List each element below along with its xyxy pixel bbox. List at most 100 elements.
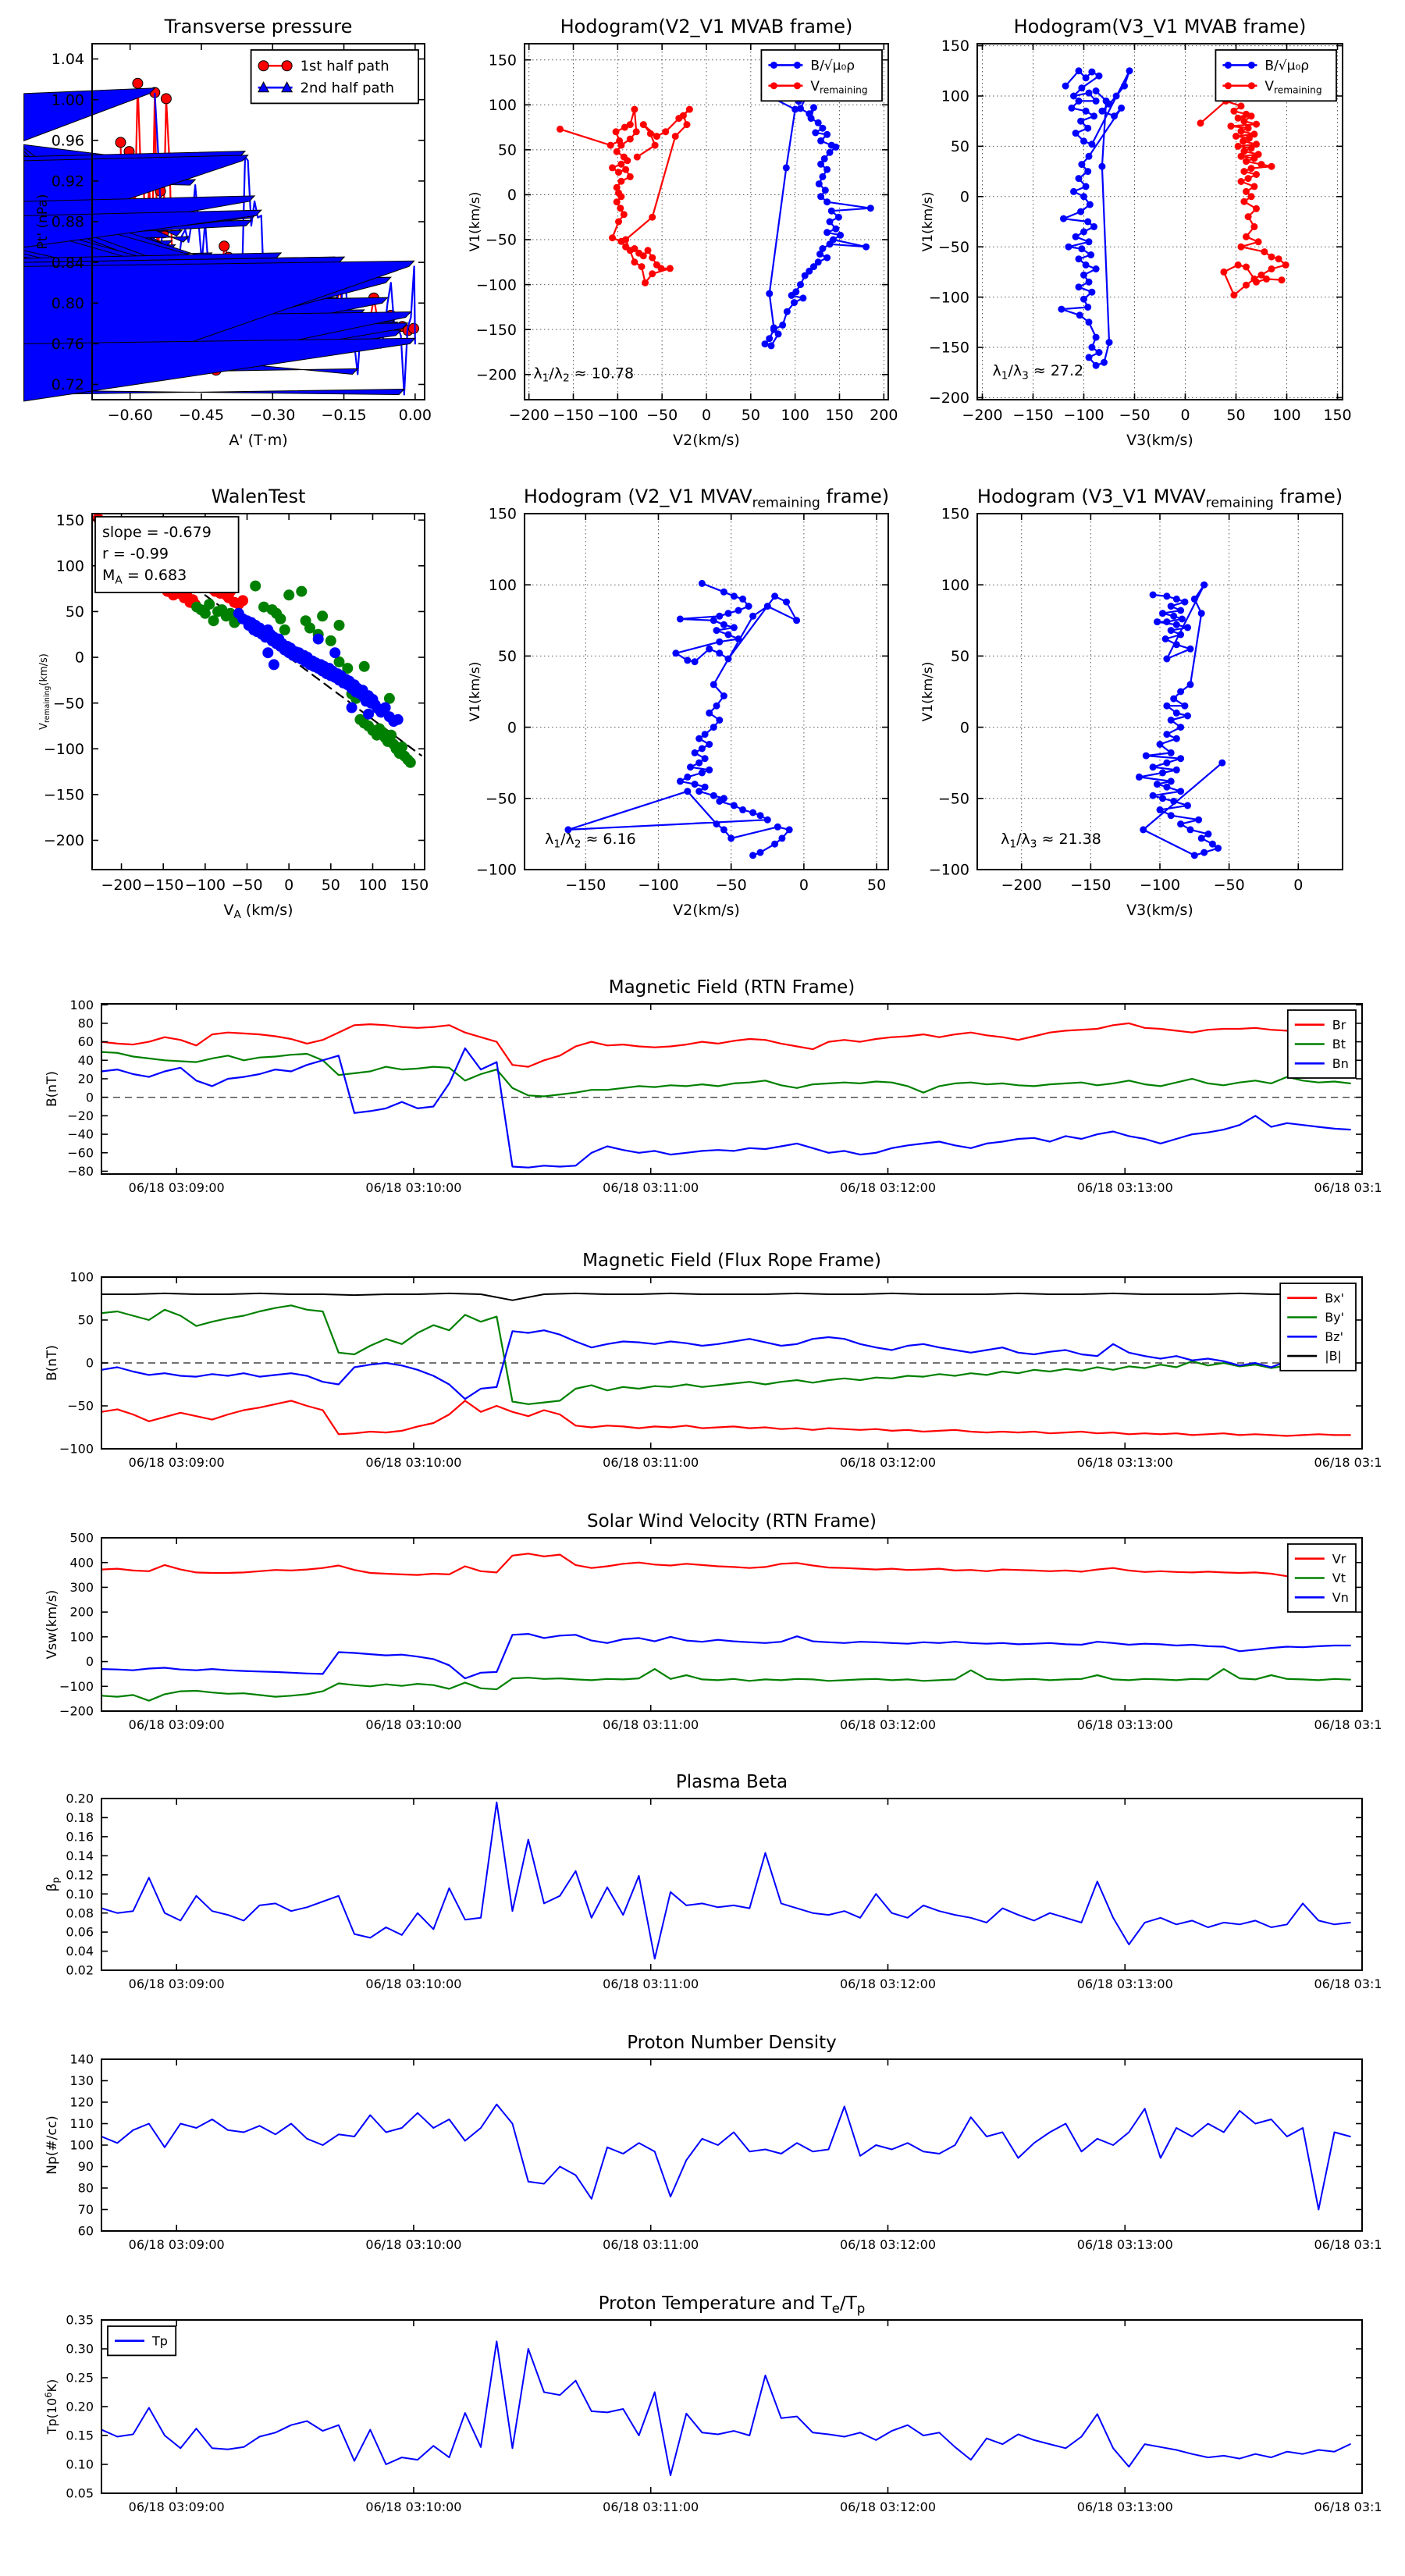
svg-text:0.76: 0.76: [52, 336, 84, 353]
svg-text:100: 100: [489, 577, 517, 594]
svg-text:06/18 03:12:00: 06/18 03:12:00: [840, 1455, 936, 1470]
svg-text:r = -0.99: r = -0.99: [102, 546, 169, 563]
svg-text:70: 70: [78, 2202, 94, 2217]
svg-text:V1(km/s): V1(km/s): [920, 662, 936, 722]
chart-magnetic-field-rtn: 06/18 03:09:00 06/18 03:10:00 06/18 03:11:…: [23, 966, 1382, 1215]
svg-text:06/18 03:11:00: 06/18 03:11:00: [603, 2500, 699, 2514]
svg-text:50: 50: [78, 1313, 94, 1328]
svg-text:06/18 03:09:00: 06/18 03:09:00: [129, 1976, 225, 1991]
svg-text:0.10: 0.10: [66, 1887, 94, 1902]
svg-text:06/18 03:13:00: 06/18 03:13:00: [1077, 2500, 1173, 2514]
svg-text:−200: −200: [44, 832, 84, 849]
svg-text:0.04: 0.04: [66, 1944, 94, 1959]
svg-text:1st half path: 1st half path: [301, 59, 389, 75]
svg-text:50: 50: [498, 648, 517, 665]
svg-text:0.84: 0.84: [52, 254, 84, 272]
svg-text:−50: −50: [67, 1399, 94, 1414]
svg-text:150: 150: [56, 512, 84, 529]
svg-text:06/18 03:12:00: 06/18 03:12:00: [840, 1717, 936, 1732]
svg-text:Hodogram(V3_V1 MVAB frame): Hodogram(V3_V1 MVAB frame): [1014, 16, 1307, 37]
svg-text:06/18 03:11:00: 06/18 03:11:00: [603, 1717, 699, 1732]
svg-text:50: 50: [951, 138, 969, 155]
svg-text:06/18 03:10:00: 06/18 03:10:00: [365, 2500, 461, 2514]
svg-text:Tp: Tp: [151, 2333, 168, 2348]
svg-text:By': By': [1325, 1310, 1344, 1325]
svg-text:100: 100: [69, 2138, 94, 2153]
svg-text:−100: −100: [929, 289, 969, 306]
svg-text:0: 0: [702, 407, 711, 424]
svg-text:0.15: 0.15: [66, 2428, 94, 2443]
svg-text:0.02: 0.02: [66, 1963, 94, 1978]
svg-text:VA (km/s): VA (km/s): [223, 902, 293, 921]
svg-text:Hodogram(V2_V1 MVAB frame): Hodogram(V2_V1 MVAB frame): [560, 16, 853, 37]
svg-text:06/18 03:09:00: 06/18 03:09:00: [129, 1180, 225, 1195]
svg-text:06/18 03:14:00: 06/18 03:14:00: [1314, 1455, 1382, 1470]
svg-text:150: 150: [489, 506, 517, 523]
svg-text:B(nT): B(nT): [44, 1345, 60, 1381]
svg-text:Vremaining(km/s): Vremaining(km/s): [38, 653, 52, 730]
svg-text:06/18 03:13:00: 06/18 03:13:00: [1077, 1455, 1173, 1470]
svg-text:−50: −50: [938, 790, 969, 807]
svg-text:06/18 03:11:00: 06/18 03:11:00: [603, 1455, 699, 1470]
svg-text:−150: −150: [1012, 407, 1053, 424]
svg-text:−50: −50: [1214, 877, 1245, 894]
svg-text:Br: Br: [1332, 1017, 1346, 1032]
chart-hodogram-v3v1-mvav: −200 −150 −100 −50 0 −100 −50 0 50 100 150 Hodogram…: [909, 479, 1357, 940]
svg-text:βp: βp: [44, 1877, 62, 1891]
svg-text:50: 50: [867, 877, 886, 894]
svg-text:−200: −200: [1001, 877, 1042, 894]
svg-text:40: 40: [78, 1053, 94, 1068]
svg-text:λ1/λ2 ≈ 10.78: λ1/λ2 ≈ 10.78: [533, 365, 634, 384]
svg-text:0.06: 0.06: [66, 1925, 94, 1940]
svg-text:Proton Number Density: Proton Number Density: [627, 2033, 837, 2053]
svg-text:0.20: 0.20: [66, 2400, 94, 2414]
svg-text:150: 150: [1323, 407, 1351, 424]
svg-text:50: 50: [66, 603, 84, 621]
svg-text:06/18 03:09:00: 06/18 03:09:00: [129, 1717, 225, 1732]
svg-text:−150: −150: [565, 877, 606, 894]
svg-text:−50: −50: [486, 790, 517, 807]
svg-text:150: 150: [941, 506, 969, 523]
svg-text:A' (T·m): A' (T·m): [229, 432, 287, 449]
chart-magnetic-field-flux-rope: 06/18 03:09:00 06/18 03:10:00 06/18 03:11:…: [23, 1240, 1382, 1489]
svg-text:150: 150: [489, 52, 517, 69]
svg-text:60: 60: [78, 1034, 94, 1049]
svg-text:100: 100: [56, 557, 84, 575]
svg-text:Vn: Vn: [1332, 1590, 1349, 1605]
svg-text:λ1/λ3 ≈ 27.2: λ1/λ3 ≈ 27.2: [993, 362, 1084, 382]
svg-text:50: 50: [951, 648, 969, 665]
svg-text:−150: −150: [143, 877, 183, 894]
svg-text:V1(km/s): V1(km/s): [468, 662, 483, 722]
svg-text:06/18 03:09:00: 06/18 03:09:00: [129, 2500, 225, 2514]
svg-text:−200: −200: [476, 366, 517, 383]
svg-text:−150: −150: [476, 322, 517, 339]
svg-text:−0.45: −0.45: [179, 407, 224, 424]
chart-walen-test: −200 −150 −100 −50 0 50 100 150 −200 −150 −100 −50 0…: [23, 479, 439, 940]
svg-text:−100: −100: [59, 1442, 94, 1457]
svg-text:−50: −50: [1119, 407, 1150, 424]
svg-text:−150: −150: [44, 787, 84, 804]
svg-text:−50: −50: [231, 877, 262, 894]
svg-text:−200: −200: [929, 390, 969, 407]
svg-text:Magnetic Field (Flux Rope Fram: Magnetic Field (Flux Rope Frame): [582, 1251, 881, 1271]
svg-text:−100: −100: [476, 862, 517, 879]
svg-text:06/18 03:12:00: 06/18 03:12:00: [840, 2500, 936, 2514]
chart-transverse-pressure: −0.60 −0.45 −0.30 −0.15 0.00 0.72 0.76 0.80 0.84…: [23, 9, 439, 470]
svg-text:Vremaining: Vremaining: [1264, 79, 1321, 96]
svg-text:−100: −100: [638, 877, 678, 894]
svg-text:200: 200: [69, 1605, 94, 1620]
chart-hodogram-v2v1-mvav: −150 −100 −50 0 50 −100 −50 0 50 100 150 Hodogram (…: [456, 479, 902, 940]
svg-text:06/18 03:14:00: 06/18 03:14:00: [1314, 1976, 1382, 1991]
svg-text:06/18 03:09:00: 06/18 03:09:00: [129, 2237, 225, 2252]
svg-text:0.14: 0.14: [66, 1848, 94, 1863]
svg-text:0.88: 0.88: [52, 214, 84, 231]
svg-text:0: 0: [507, 187, 517, 204]
svg-text:Bx': Bx': [1325, 1290, 1344, 1305]
svg-text:150: 150: [825, 407, 853, 424]
svg-text:130: 130: [69, 2073, 94, 2088]
svg-text:60: 60: [78, 2224, 94, 2239]
svg-text:06/18 03:09:00: 06/18 03:09:00: [129, 1455, 225, 1470]
svg-text:100: 100: [489, 97, 517, 114]
svg-text:06/18 03:13:00: 06/18 03:13:00: [1077, 1976, 1173, 1991]
svg-text:−0.30: −0.30: [250, 407, 295, 424]
